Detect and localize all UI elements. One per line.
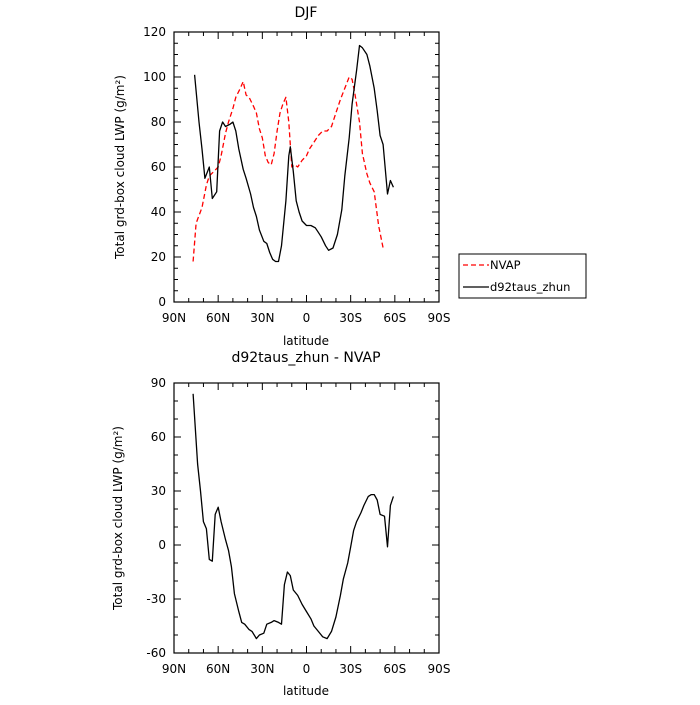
x-tick-label: 90S <box>428 662 451 676</box>
y-tick-label: 100 <box>143 70 166 84</box>
series-line-d92taus-zhun <box>193 44 394 263</box>
x-tick-label: 90S <box>428 311 451 325</box>
top-plot-frame <box>173 31 440 303</box>
x-tick-label: 30N <box>250 311 274 325</box>
x-tick-label: 60N <box>206 662 230 676</box>
x-tick-label: 90N <box>162 311 186 325</box>
legend-box <box>458 253 587 299</box>
top-y-axis-label: Total grd-box cloud LWP (g/m²) <box>113 75 127 260</box>
top-chart-title: DJF <box>295 5 318 21</box>
top-x-axis-label: latitude <box>283 334 329 348</box>
bottom-x-axis-label: latitude <box>283 684 329 698</box>
legend: NVAP d92taus_zhun <box>458 253 587 299</box>
x-tick-label: 0 <box>303 662 311 676</box>
y-tick-label: 30 <box>151 484 166 498</box>
bottom-axis-ticks: 90N 60N 30N 0 30S 60S 90S -60 -30 0 30 60 90 <box>146 376 450 676</box>
top-axis-ticks: 90N 60N 30N 0 30S 60S 90S 0 20 40 60 80 100 120 <box>143 25 450 325</box>
bottom-chart-title: d92taus_zhun - NVAP <box>231 350 380 366</box>
bottom-panel: d92taus_zhun - NVAP latitude Total grd-b… <box>111 350 450 698</box>
y-tick-label: 0 <box>158 295 166 309</box>
top-panel: DJF latitude Total grd-box cloud LWP (g/… <box>113 5 450 348</box>
y-tick-label: 40 <box>151 205 166 219</box>
series-line-difference <box>192 393 395 640</box>
x-tick-label: 30S <box>339 662 362 676</box>
x-tick-label: 60S <box>383 662 406 676</box>
y-tick-label: 0 <box>158 538 166 552</box>
x-tick-label: 60S <box>383 311 406 325</box>
y-tick-label: 60 <box>151 430 166 444</box>
y-tick-label: 120 <box>143 25 166 39</box>
x-tick-label: 90N <box>162 662 186 676</box>
y-tick-label: 80 <box>151 115 166 129</box>
legend-label-nvap: NVAP <box>490 258 521 272</box>
x-tick-label: 60N <box>206 311 230 325</box>
bottom-series-lines <box>192 393 395 640</box>
top-series-lines <box>192 44 394 263</box>
legend-label-d92taus-zhun: d92taus_zhun <box>490 280 570 294</box>
y-tick-label: -60 <box>146 646 166 660</box>
x-tick-label: 0 <box>303 311 311 325</box>
bottom-y-axis-label: Total grd-box cloud LWP (g/m²) <box>111 426 125 611</box>
y-tick-label: 90 <box>151 376 166 390</box>
x-tick-label: 30S <box>339 311 362 325</box>
x-tick-label: 30N <box>250 662 274 676</box>
y-tick-label: 20 <box>151 250 166 264</box>
y-tick-label: 60 <box>151 160 166 174</box>
y-tick-label: -30 <box>146 592 166 606</box>
